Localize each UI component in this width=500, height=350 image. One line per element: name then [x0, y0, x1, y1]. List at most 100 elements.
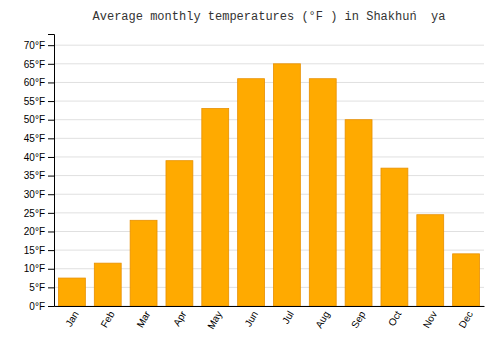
y-axis: 0°F 5°F 10°F 15°F 20°F 25°F 30°F 35°F 40°F 45°F 50…: [24, 35, 55, 312]
x-tick: Apr: [171, 309, 189, 329]
grid-line: [54, 194, 484, 195]
bar: [381, 168, 408, 306]
x-tick: Feb: [98, 309, 116, 330]
y-tick-mark: [48, 287, 54, 288]
bar: [94, 263, 121, 306]
bar: [202, 109, 229, 306]
y-tick: 15°F: [24, 245, 54, 256]
x-tick-label: Feb: [98, 309, 116, 330]
x-tick: May: [205, 309, 224, 331]
y-tick-mark: [48, 138, 54, 139]
y-axis-line: [48, 35, 55, 307]
chart: 0°F 5°F 10°F 15°F 20°F 25°F 30°F 35°F 40°F 45°F 50…: [0, 0, 500, 350]
y-tick: 65°F: [24, 59, 54, 70]
y-tick-mark: [48, 101, 54, 102]
grid-line: [54, 138, 484, 139]
y-tick-mark: [48, 176, 54, 177]
y-tick-label: 65°F: [24, 59, 45, 70]
bar: [238, 79, 265, 306]
y-tick-mark: [48, 231, 54, 232]
y-tick-label: 5°F: [29, 282, 45, 293]
y-tick-label: 55°F: [24, 96, 45, 107]
x-tick: Aug: [313, 309, 331, 330]
y-tick-label: 50°F: [24, 114, 45, 125]
x-tick-label: Dec: [457, 309, 475, 330]
y-tick: 45°F: [24, 133, 54, 144]
x-tick-label: May: [205, 309, 224, 331]
bar: [166, 161, 193, 306]
y-tick-label: 15°F: [24, 245, 45, 256]
grid-line: [54, 119, 484, 120]
x-tick: Oct: [386, 309, 403, 328]
bar: [130, 220, 157, 306]
grid-line: [54, 101, 484, 102]
y-tick-mark: [48, 213, 54, 214]
x-tick: Dec: [457, 309, 475, 330]
x-tick: Jan: [63, 309, 81, 328]
grid-line: [54, 212, 484, 213]
y-tick: 10°F: [24, 263, 54, 274]
y-tick-label: 45°F: [24, 133, 45, 144]
y-tick: 20°F: [24, 226, 54, 237]
x-tick-label: Mar: [134, 309, 152, 330]
y-tick-label: 35°F: [24, 170, 45, 181]
y-tick-label: 30°F: [24, 189, 45, 200]
y-tick: 60°F: [24, 77, 54, 88]
bar: [309, 79, 336, 306]
y-tick-mark: [48, 194, 54, 195]
plot: 0°F 5°F 10°F 15°F 20°F 25°F 30°F 35°F 40°F 45°F 50…: [24, 35, 485, 331]
grid-line: [54, 156, 484, 157]
y-tick-label: 40°F: [24, 152, 45, 163]
bar: [417, 215, 444, 306]
grid: [54, 45, 484, 306]
grid-line: [54, 82, 484, 83]
y-tick-mark: [48, 120, 54, 121]
title: Average monthly temperatures (°F ) in Sh…: [93, 10, 446, 24]
y-tick-mark: [48, 64, 54, 65]
grid-line: [54, 175, 484, 176]
y-tick-mark: [48, 250, 54, 251]
x-tick-label: Jul: [280, 309, 296, 326]
x-tick-label: Jan: [63, 309, 81, 328]
bar: [273, 64, 300, 306]
y-tick: 5°F: [29, 282, 54, 293]
x-tick: Mar: [134, 309, 152, 330]
x-tick-label: Sep: [349, 309, 368, 330]
x-tick-label: Aug: [313, 309, 331, 330]
y-tick: 55°F: [24, 96, 54, 107]
bars: [58, 64, 479, 306]
y-tick: 0°F: [29, 301, 54, 312]
x-axis-line: [55, 306, 485, 307]
y-tick-label: 0°F: [29, 301, 45, 312]
bar: [453, 254, 480, 306]
grid-line: [54, 45, 484, 46]
y-tick: 30°F: [24, 189, 54, 200]
x-tick: Sep: [349, 309, 368, 330]
x-tick-label: Apr: [171, 309, 189, 329]
bar: [58, 278, 85, 306]
x-tick-label: Oct: [386, 309, 403, 328]
y-tick-mark: [48, 157, 54, 158]
x-tick: Jul: [280, 309, 296, 326]
x-tick: Jun: [242, 309, 260, 328]
y-tick-mark: [48, 45, 54, 46]
bar: [345, 120, 372, 306]
y-tick-label: 20°F: [24, 226, 45, 237]
x-tick-label: Jun: [242, 309, 260, 328]
y-tick-mark: [48, 82, 54, 83]
y-tick-label: 70°F: [24, 40, 45, 51]
y-tick: 50°F: [24, 114, 54, 125]
y-tick-mark: [48, 269, 54, 270]
y-tick: 35°F: [24, 170, 54, 181]
x-tick-label: Nov: [421, 309, 439, 330]
y-tick: 25°F: [24, 208, 54, 219]
grid-line: [54, 63, 484, 64]
y-tick: 70°F: [24, 40, 54, 51]
y-tick-label: 10°F: [24, 263, 45, 274]
y-tick-label: 60°F: [24, 77, 45, 88]
x-axis: Jan Feb Mar Apr May Jun Jul Aug Sep Oct Nov Dec: [55, 307, 485, 331]
y-tick-label: 25°F: [24, 208, 45, 219]
x-tick: Nov: [421, 309, 439, 330]
y-tick: 40°F: [24, 152, 54, 163]
y-tick-mark: [48, 306, 54, 307]
